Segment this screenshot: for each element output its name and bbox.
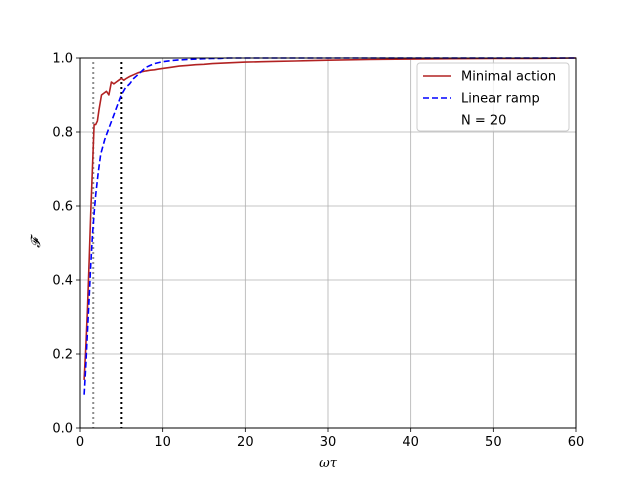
x-tick-label: 50 bbox=[485, 435, 502, 450]
x-tick-label: 20 bbox=[237, 435, 254, 450]
y-tick-label: 0.4 bbox=[52, 274, 73, 289]
x-tick-label: 30 bbox=[320, 435, 337, 450]
x-tick-label: 60 bbox=[568, 435, 585, 450]
x-tick-label: 0 bbox=[76, 435, 84, 450]
legend-label-linear-ramp: Linear ramp bbox=[461, 92, 540, 107]
legend-label-minimal-action: Minimal action bbox=[461, 70, 556, 85]
y-tick-label: 0.2 bbox=[52, 348, 73, 363]
x-axis-label: ωτ bbox=[319, 456, 338, 471]
y-tick-label: 0.6 bbox=[52, 200, 73, 215]
legend-box bbox=[416, 62, 570, 132]
legend-label-n-20: N = 20 bbox=[461, 114, 506, 129]
reference-lines bbox=[92, 62, 123, 428]
y-tick-label: 1.0 bbox=[52, 52, 73, 67]
ticks: 0 10 20 30 40 50 60 0.0 0.2 0.4 0.6 0.8 1.0 bbox=[52, 52, 584, 451]
y-tick-label: 0.0 bbox=[52, 422, 73, 437]
x-tick-label: 40 bbox=[402, 435, 419, 450]
legend: Minimal action Linear ramp N = 20 bbox=[416, 62, 570, 132]
series-line-minimal-action bbox=[83, 57, 577, 380]
y-tick-label: 0.8 bbox=[52, 126, 73, 141]
x-tick-label: 10 bbox=[154, 435, 171, 450]
